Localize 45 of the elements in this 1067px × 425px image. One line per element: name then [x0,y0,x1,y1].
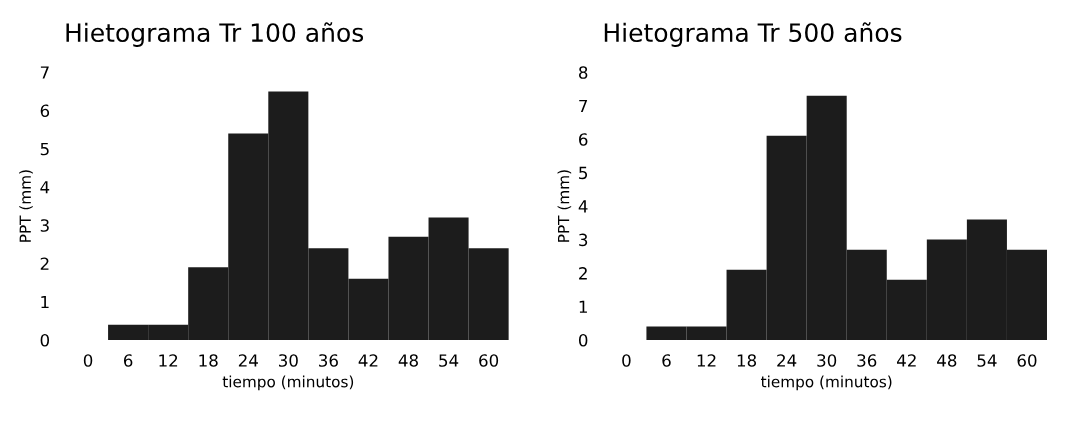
y-axis-title: PPT (mm) [19,170,33,242]
y-tick-label: 1 [579,300,587,313]
y-tick-label: 5 [579,166,588,180]
x-tick-label: 6 [662,354,671,367]
x-tick-label: 30 [279,354,298,367]
y-tick-label: 6 [579,133,588,146]
y-tick-label: 6 [40,104,50,118]
y-tick-label: 7 [40,66,49,79]
x-tick-label: 36 [857,354,877,367]
x-tick-label: 24 [777,354,797,367]
y-tick-label: 1 [41,295,49,309]
y-tick-label: 2 [579,267,587,280]
y-tick-label: 8 [579,66,588,79]
x-tick-label: 60 [1017,354,1037,367]
y-tick-label: 4 [578,200,588,213]
x-tick-label: 30 [817,354,837,367]
chart-title: Hietograma Tr 100 años [66,22,364,47]
x-tick-label: 12 [697,354,716,367]
chart-title: Hietograma Tr 500 años [604,22,902,47]
y-tick-label: 3 [40,219,49,232]
x-tick-label: 0 [83,354,93,367]
x-axis-title: tiempo (minutos) [761,375,892,391]
y-tick-label: 0 [578,333,588,347]
x-tick-label: 48 [937,354,957,367]
x-axis-title: tiempo (minutos) [222,375,354,391]
x-tick-label: 18 [199,354,218,367]
y-tick-label: 5 [40,142,49,156]
y-tick-label: 7 [579,99,588,113]
x-tick-label: 42 [897,354,916,367]
y-tick-label: 2 [40,257,49,270]
y-tick-label: 4 [40,181,50,194]
x-tick-label: 48 [398,354,418,367]
x-tick-label: 36 [319,354,338,367]
x-tick-label: 42 [358,354,378,367]
x-tick-label: 60 [479,354,499,367]
x-tick-label: 24 [238,354,258,367]
x-tick-label: 18 [737,354,757,367]
y-axis-title: PPT (mm) [557,170,572,242]
y-tick-label: 3 [579,233,588,247]
x-tick-label: 54 [439,354,459,367]
y-tick-label: 0 [40,333,50,347]
x-tick-label: 54 [977,354,997,367]
x-tick-label: 12 [159,354,178,367]
x-tick-label: 0 [622,354,631,367]
x-tick-label: 6 [123,354,133,367]
